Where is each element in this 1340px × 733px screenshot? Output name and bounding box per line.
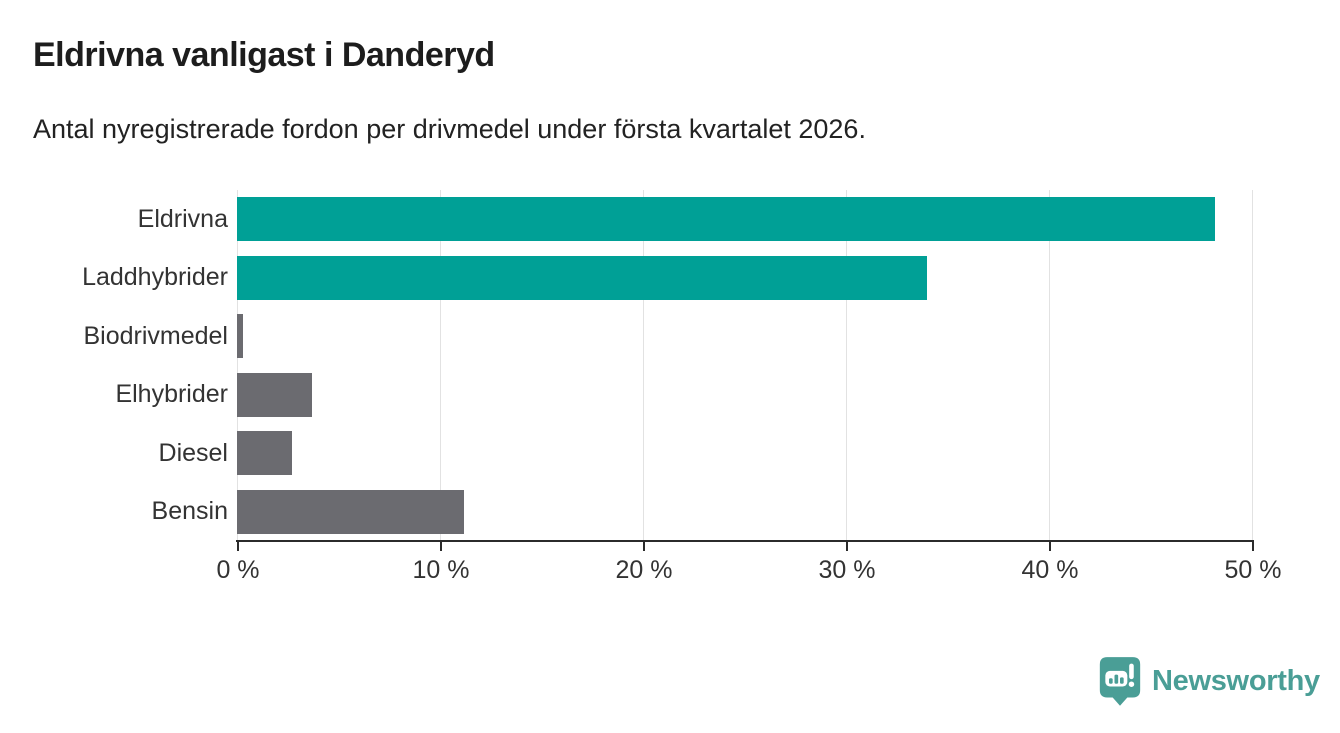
category-label: Laddhybrider [82, 263, 228, 292]
bar-laddhybrider [237, 255, 928, 300]
x-axis-line [236, 540, 1254, 542]
category-label: Elhybrider [115, 380, 228, 409]
plot-area [237, 190, 1253, 541]
bar-eldrivna [237, 197, 1216, 242]
chart-subtitle: Antal nyregistrerade fordon per drivmede… [33, 114, 866, 144]
x-axis-tick [846, 542, 848, 551]
x-axis-tick [1049, 542, 1051, 551]
x-tick-label: 30 % [818, 556, 876, 584]
x-tick-label: 40 % [1021, 556, 1079, 584]
bar-bensin [237, 489, 465, 534]
category-labels: Eldrivna Laddhybrider Biodrivmedel Elhybrid… [0, 190, 228, 541]
gridline [440, 190, 441, 541]
gridline [237, 190, 238, 541]
x-tick-label: 0 % [216, 556, 260, 584]
x-tick-label: 50 % [1224, 556, 1282, 584]
newsworthy-logo-text: Newsworthy [1152, 664, 1320, 697]
category-label: Biodrivmedel [83, 321, 228, 350]
bar-elhybrider [237, 372, 313, 417]
chart-title: Eldrivna vanligast i Danderyd [33, 36, 495, 74]
gridline [1252, 190, 1253, 541]
x-axis-tick [440, 542, 442, 551]
x-tick-label: 10 % [412, 556, 470, 584]
bar-biodrivmedel [237, 314, 244, 359]
category-label: Eldrivna [137, 204, 228, 233]
gridline [1049, 190, 1050, 541]
x-axis-tick [643, 542, 645, 551]
gridline [643, 190, 644, 541]
newsworthy-logo: Newsworthy [1098, 655, 1320, 707]
x-axis-tick [1252, 542, 1254, 551]
category-label: Diesel [158, 438, 228, 467]
bar-diesel [237, 431, 292, 476]
x-tick-label: 20 % [615, 556, 673, 584]
category-label: Bensin [151, 497, 228, 526]
gridline [846, 190, 847, 541]
x-axis-tick [237, 542, 239, 551]
newsworthy-pin-icon [1099, 657, 1141, 706]
